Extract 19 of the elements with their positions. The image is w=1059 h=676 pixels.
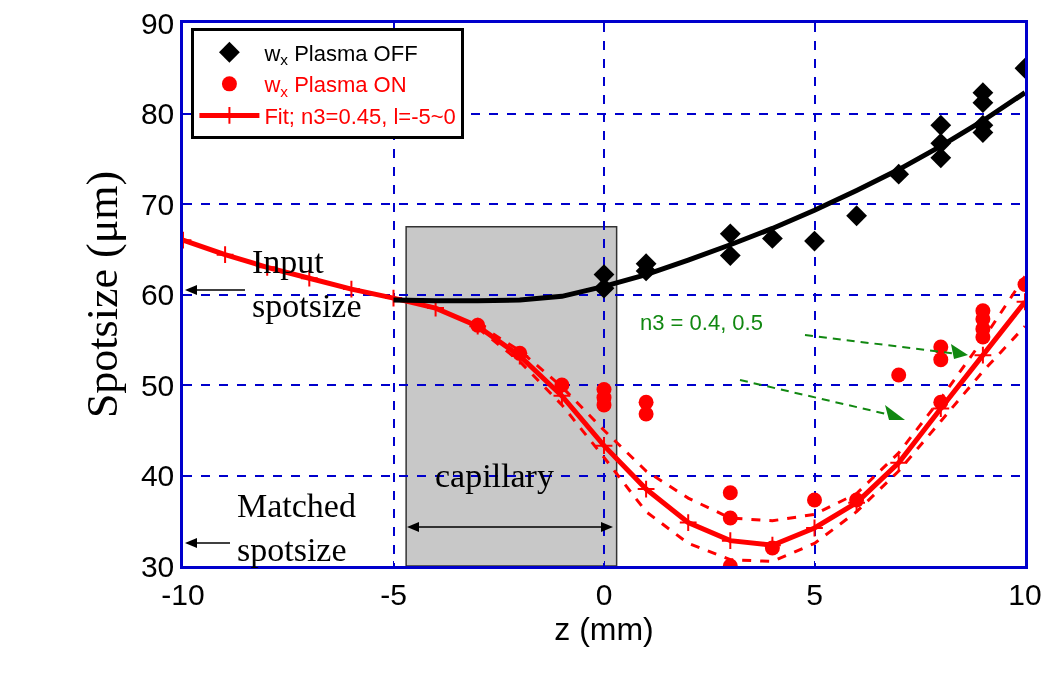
y-tick-label: 60 [140,278,175,311]
y-tick-label: 40 [140,459,175,492]
annotation: Input spotsize [252,243,362,325]
legend-label: w$_{x}$ Plasma ON [263,72,407,101]
annotation: Matched spotsize [237,487,356,569]
x-tick-label: -5 [380,577,407,611]
x-tick-label: 10 [1008,577,1042,611]
y-axis-title: Spotsize (μm) [77,170,127,419]
y-tick-label: 50 [140,368,175,402]
legend-label: Fit; n3=0.45, l=-5~0 [264,104,456,130]
x-tick-label: 5 [806,577,823,611]
y-tick-label: 70 [140,187,175,221]
y-tick-label: 90 [140,6,175,40]
y-tick-label: 80 [140,97,175,130]
annotation: n3 = 0.4, 0.5 [640,310,763,335]
x-tick-label: 0 [595,577,613,611]
x-axis-title: z (mm) [554,610,654,647]
annotation: capillary [435,457,554,494]
legend-label: w$_{x}$ Plasma OFF [263,40,418,69]
